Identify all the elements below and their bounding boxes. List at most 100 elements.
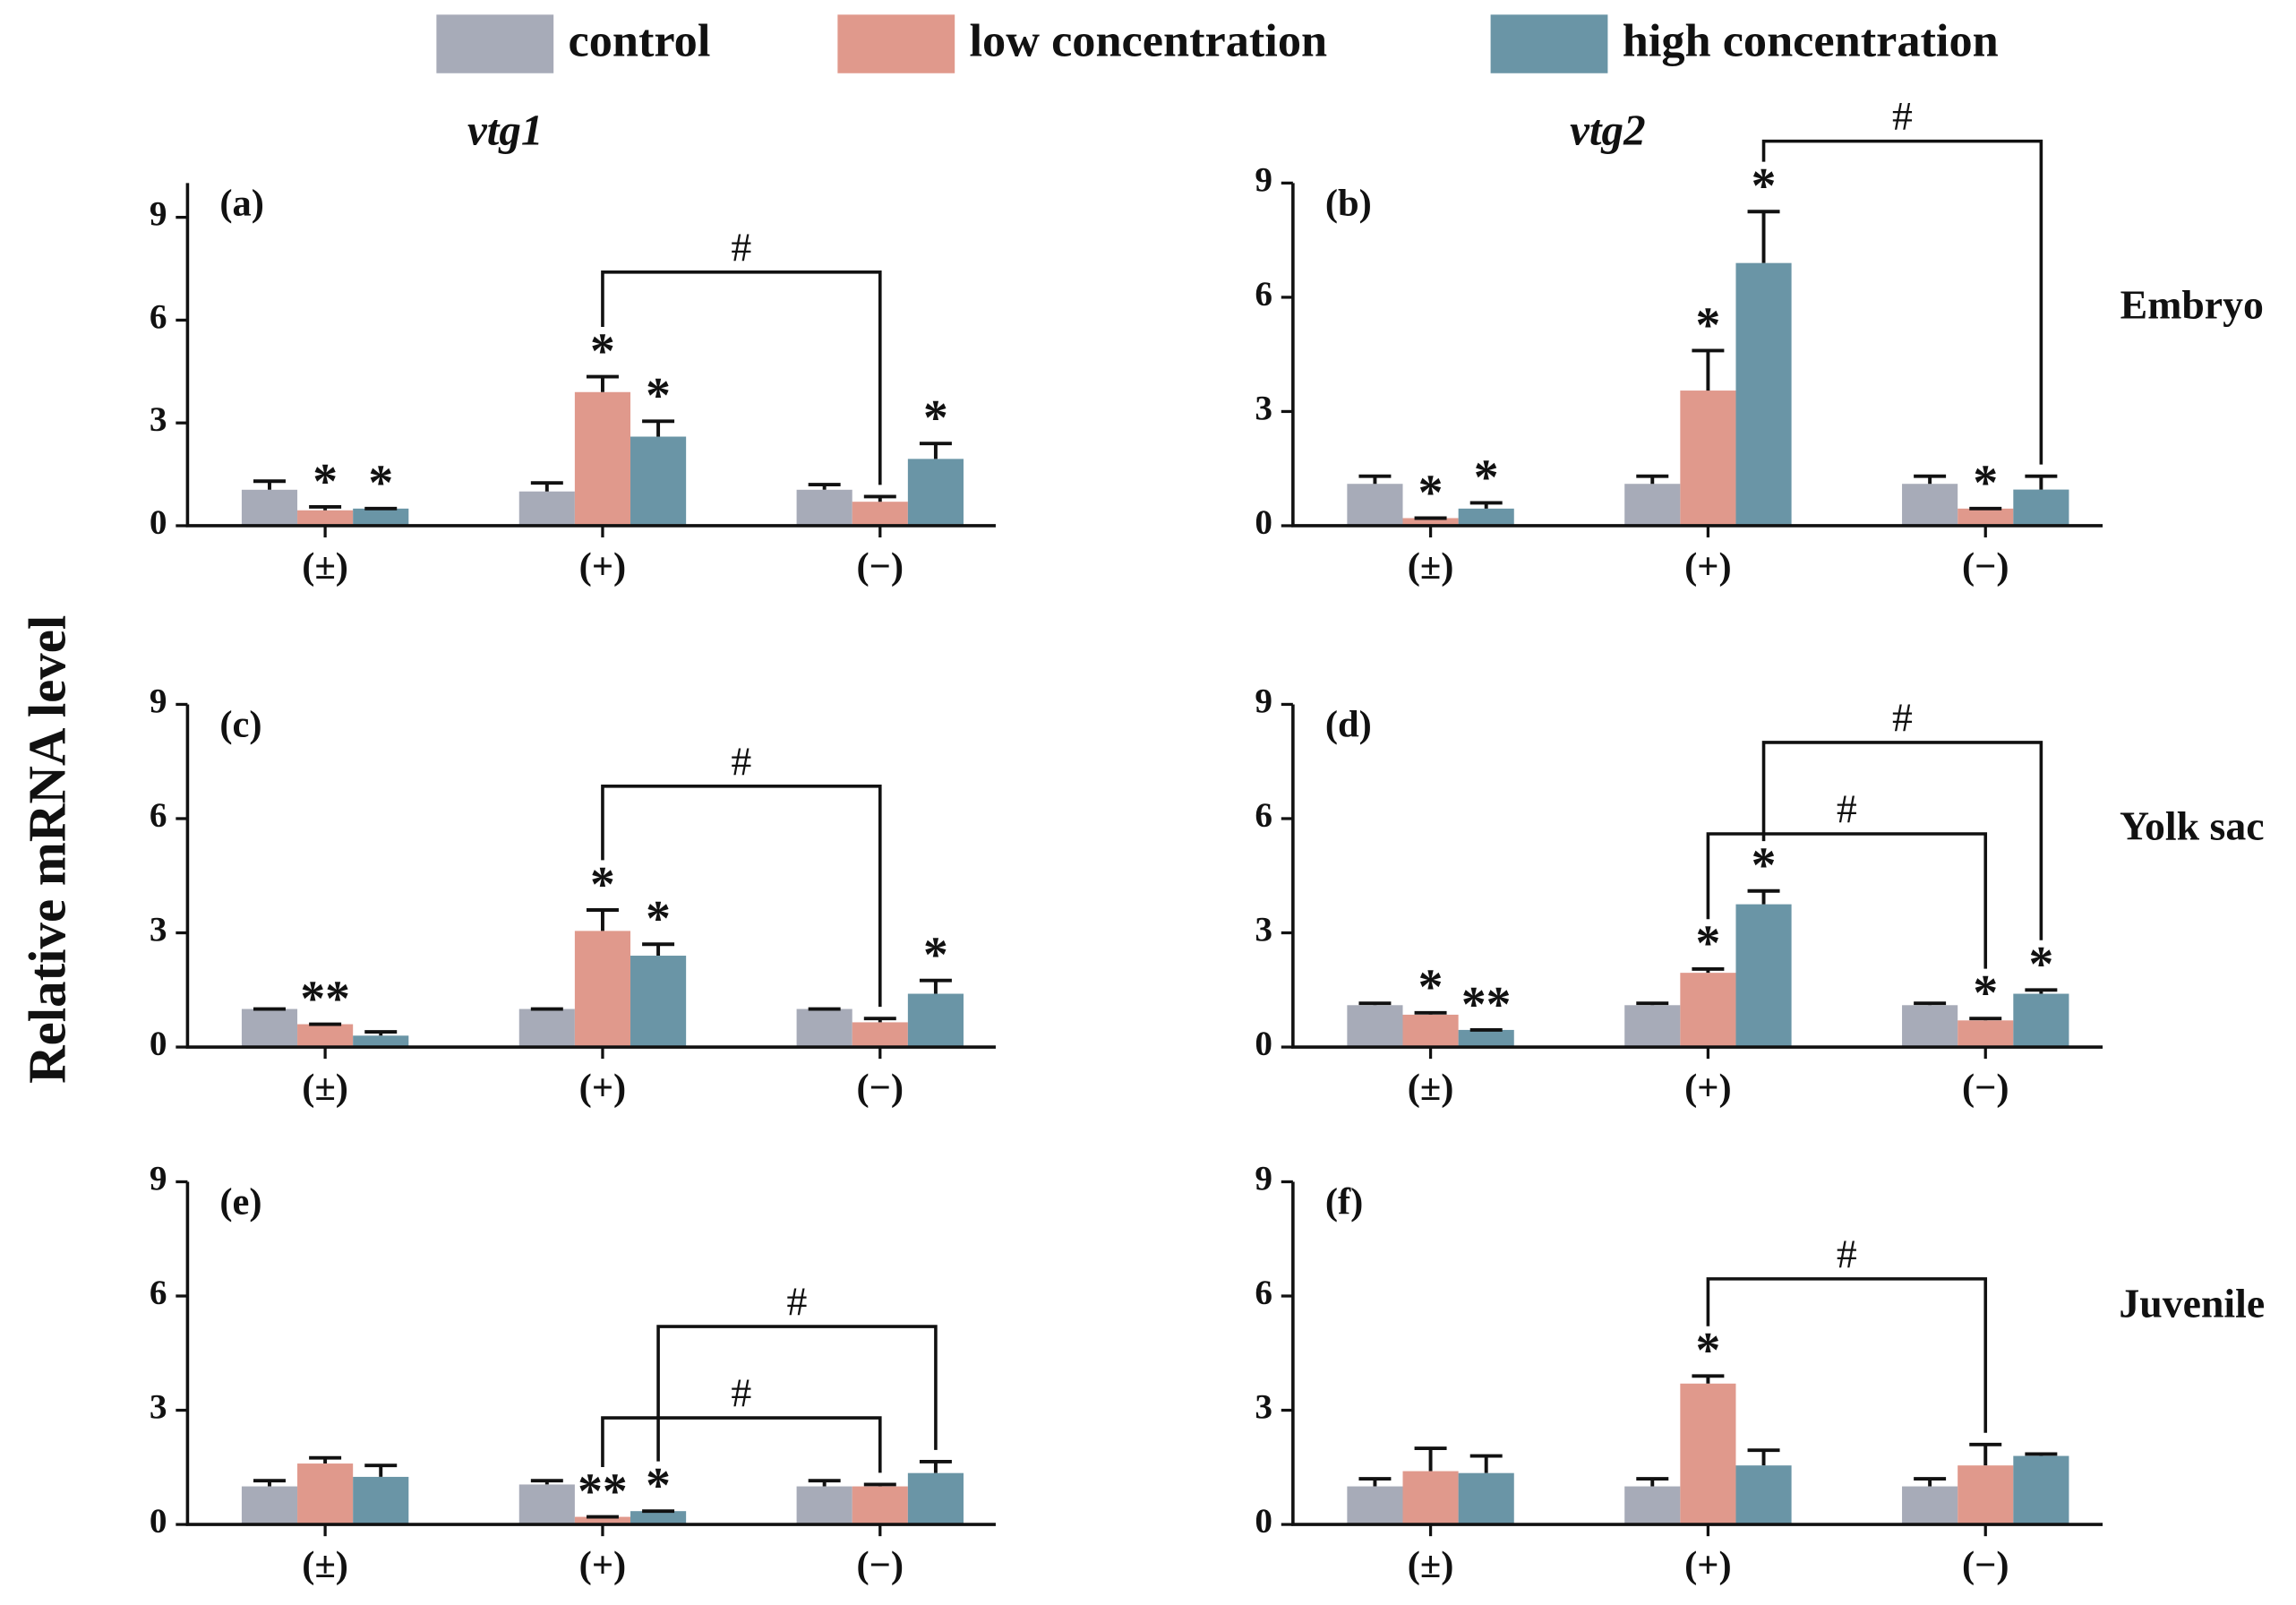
significance-bracket [601, 270, 882, 485]
significance-bracket [1706, 832, 1988, 969]
error-bar [2025, 474, 2058, 490]
bar [1458, 508, 1514, 526]
x-tick-label: (−) [1962, 1067, 2009, 1109]
error-bar [863, 1017, 896, 1023]
error-bar [253, 1479, 286, 1487]
bar [1347, 1486, 1403, 1525]
bar [241, 489, 298, 526]
bar [1735, 904, 1792, 1048]
error-bar [1914, 474, 1947, 485]
bar [630, 1511, 687, 1525]
significance-star: ** [578, 1463, 628, 1519]
error-bar [2025, 988, 2058, 994]
error-bar [1969, 1442, 2002, 1466]
x-tick-label: (±) [1408, 545, 1454, 588]
x-tick-label: (±) [1408, 1544, 1454, 1586]
bar [1402, 1014, 1459, 1048]
x-tick-label: (±) [302, 1544, 348, 1586]
significance-bracket [601, 785, 882, 1008]
error-bar [1414, 1010, 1447, 1015]
y-tick-label: 0 [1255, 1502, 1272, 1541]
bar [1402, 518, 1459, 526]
bar [907, 993, 964, 1048]
significance-star: * [646, 1458, 671, 1514]
bar [1458, 1029, 1514, 1048]
bar [297, 1024, 354, 1048]
error-bar [1636, 1001, 1669, 1006]
error-bar [1692, 1374, 1725, 1384]
bar [630, 436, 687, 526]
legend-label: low concentration [970, 15, 1328, 67]
bar [630, 956, 687, 1048]
bracket-label: # [787, 1279, 808, 1325]
panel-label: (f) [1325, 1180, 1363, 1223]
x-tick-label: (−) [857, 545, 904, 588]
significance-bracket [1706, 1277, 1988, 1433]
significance-star: * [1696, 916, 1721, 972]
significance-star: * [1474, 450, 1499, 505]
error-bar [530, 1479, 563, 1485]
error-bar [253, 479, 286, 490]
error-bar [642, 419, 675, 437]
bar [796, 1008, 852, 1048]
error-bar [1747, 210, 1780, 263]
error-bar [1692, 348, 1725, 391]
bar [1735, 1465, 1792, 1525]
error-bar [1692, 966, 1725, 974]
bar [1902, 1005, 1958, 1048]
significance-star: * [1752, 159, 1777, 214]
bar [1680, 391, 1736, 526]
bar [1958, 1465, 2014, 1525]
error-bar [1914, 1001, 1947, 1006]
bracket-label: # [731, 224, 751, 270]
significance-bracket [1761, 139, 2043, 465]
x-tick-label: (−) [1962, 545, 2009, 588]
error-bar [364, 1030, 398, 1036]
y-tick-label: 6 [150, 796, 167, 835]
error-bar [919, 442, 952, 459]
significance-star: * [1418, 465, 1444, 520]
y-tick-label: 9 [150, 195, 167, 234]
y-tick-label: 3 [1255, 389, 1272, 427]
error-bar [1469, 501, 1503, 509]
y-tick-label: 9 [150, 682, 167, 720]
bar [1347, 484, 1403, 526]
bar [1624, 1486, 1681, 1525]
panel-label: (e) [219, 1180, 261, 1223]
x-tick-label: (+) [579, 1067, 627, 1109]
bracket-label: # [731, 1370, 751, 1416]
bar [907, 459, 964, 526]
legend-swatch [1490, 14, 1608, 73]
x-tick-label: (±) [302, 1067, 348, 1109]
bar [2013, 1455, 2069, 1525]
bar [297, 1463, 354, 1525]
error-bar [586, 908, 619, 931]
significance-bracket [656, 1325, 938, 1462]
legend-label: high concentration [1623, 15, 1999, 67]
significance-star: * [1696, 297, 1721, 353]
error-bar [919, 1459, 952, 1473]
significance-star: ** [300, 971, 350, 1026]
error-bar [364, 1463, 398, 1477]
significance-star: * [2028, 937, 2053, 992]
y-tick-label: 6 [150, 1274, 167, 1312]
bracket-label: # [1892, 695, 1913, 741]
error-bar [586, 374, 619, 392]
significance-star: * [590, 857, 615, 913]
error-bar [808, 1479, 841, 1487]
y-tick-label: 0 [150, 1502, 167, 1541]
error-bar [530, 481, 563, 492]
significance-star: * [923, 391, 948, 446]
significance-star: * [646, 368, 671, 424]
significance-star: * [1418, 960, 1444, 1016]
bar [1902, 484, 1958, 526]
error-bar [1636, 474, 1669, 485]
bar [353, 508, 409, 526]
legend-label: control [569, 15, 711, 67]
significance-bracket [1761, 741, 2043, 940]
x-tick-label: (−) [1962, 1544, 2009, 1586]
bar [241, 1008, 298, 1048]
y-tick-label: 3 [1255, 911, 1272, 949]
